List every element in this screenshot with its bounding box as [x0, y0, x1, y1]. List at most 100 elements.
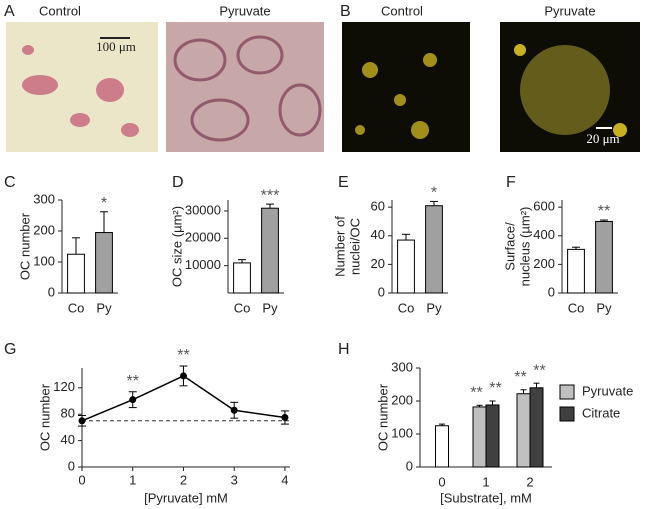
y-tick-label: 100: [391, 425, 413, 440]
y-tick-label: 0: [548, 284, 555, 299]
panel-letter: H: [338, 341, 350, 358]
micrograph-detail: [173, 35, 322, 142]
x-tick-label: 4: [281, 472, 288, 487]
x-axis-label: [Pyruvate] mM: [144, 490, 228, 505]
y-tick-label: 600: [533, 199, 555, 214]
x-tick-label: 3: [231, 472, 238, 487]
significance: **: [598, 203, 610, 220]
scale-label: 100 μm: [96, 39, 136, 54]
y-tick-label: 120: [53, 379, 75, 394]
x-tick-label: 0: [438, 474, 445, 489]
y-tick-label: 200: [391, 392, 413, 407]
y-tick-label: 400: [533, 227, 555, 242]
legend-label: Pyruvate: [582, 383, 633, 398]
y-tick-label: 0: [406, 458, 413, 473]
y-tick-label: 300: [391, 359, 413, 374]
x-tick-label: Py: [426, 300, 442, 315]
bar: [516, 393, 531, 468]
x-tick-label: 1: [129, 472, 136, 487]
bar: [261, 207, 279, 294]
bar: [567, 248, 585, 294]
x-tick-label: Co: [568, 300, 585, 315]
significance: *: [101, 195, 107, 212]
image-title: Control: [39, 3, 81, 18]
y-axis-label: Number of: [332, 216, 347, 277]
x-tick-label: Py: [596, 300, 612, 315]
panel-letter: E: [338, 174, 349, 191]
y-axis-label: OC number: [375, 383, 390, 451]
legend-label: Citrate: [582, 405, 620, 420]
legend-swatch: [559, 406, 575, 422]
y-axis-label: OC number: [17, 212, 32, 280]
bar: [485, 404, 500, 468]
x-axis-label: [Substrate], mM: [440, 490, 532, 505]
y-tick-label: 40: [371, 227, 385, 242]
panel-letter: F: [506, 174, 516, 191]
image-title: Control: [381, 3, 423, 18]
bar: [233, 262, 251, 294]
y-tick-label: 20000: [185, 230, 221, 245]
x-tick-label: 1: [482, 474, 489, 489]
bar: [472, 406, 487, 468]
bar: [67, 253, 85, 294]
y-axis-label: OC size (µm²): [169, 206, 184, 287]
x-tick-label: Co: [398, 300, 415, 315]
y-tick-label: 80: [61, 406, 75, 421]
significance: **: [127, 373, 139, 390]
panel-letter: G: [4, 341, 16, 358]
bar: [95, 232, 113, 294]
image-title: Pyruvate: [219, 3, 270, 18]
y-axis-label: Surface/: [502, 222, 517, 271]
significance: **: [514, 369, 526, 386]
x-tick-label: 2: [180, 472, 187, 487]
significance: **: [533, 362, 545, 379]
bar: [435, 425, 449, 468]
bar: [529, 387, 544, 468]
point: [78, 417, 86, 425]
y-tick-label: 0: [378, 284, 385, 299]
micrograph-detail: [22, 45, 139, 137]
scale-label: 20 μm: [586, 131, 619, 146]
point: [281, 414, 289, 421]
bar: [595, 220, 613, 294]
x-tick-label: 2: [526, 474, 533, 489]
significance: **: [470, 385, 482, 402]
micrograph-detail: [355, 53, 437, 139]
panel-letter: D: [172, 174, 184, 191]
image-title: Pyruvate: [544, 3, 595, 18]
y-axis-label: nuclei/OC: [347, 218, 362, 275]
y-tick-label: 200: [33, 222, 55, 237]
x-tick-label: 0: [78, 472, 85, 487]
y-tick-label: 300: [33, 191, 55, 206]
panel-letter: B: [340, 3, 351, 20]
y-tick-label: 20: [371, 256, 385, 271]
x-tick-label: Py: [262, 300, 278, 315]
y-tick-label: 200: [533, 256, 555, 271]
panel-letter: C: [4, 174, 16, 191]
legend-swatch: [559, 384, 575, 400]
y-axis-label: OC number: [37, 383, 52, 451]
y-tick-label: 0: [68, 458, 75, 473]
significance: **: [489, 380, 501, 397]
point: [129, 396, 137, 404]
bar: [425, 205, 443, 294]
point: [230, 406, 238, 414]
y-tick-label: 30000: [185, 202, 221, 217]
significance: ***: [261, 187, 280, 204]
y-tick-label: 0: [48, 284, 55, 299]
significance: **: [177, 347, 189, 364]
micrograph-detail: [514, 44, 627, 137]
x-tick-label: Co: [234, 300, 251, 315]
y-tick-label: 10000: [185, 257, 221, 272]
y-tick-label: 100: [33, 253, 55, 268]
point: [179, 372, 187, 380]
significance: *: [431, 185, 437, 202]
panel-letter: A: [4, 3, 15, 20]
y-tick-label: 60: [371, 199, 385, 214]
y-tick-label: 40: [61, 432, 75, 447]
y-axis-label: nucleus (µm²): [517, 207, 532, 287]
x-tick-label: Py: [96, 300, 112, 315]
bar: [397, 239, 415, 294]
x-tick-label: Co: [68, 300, 85, 315]
